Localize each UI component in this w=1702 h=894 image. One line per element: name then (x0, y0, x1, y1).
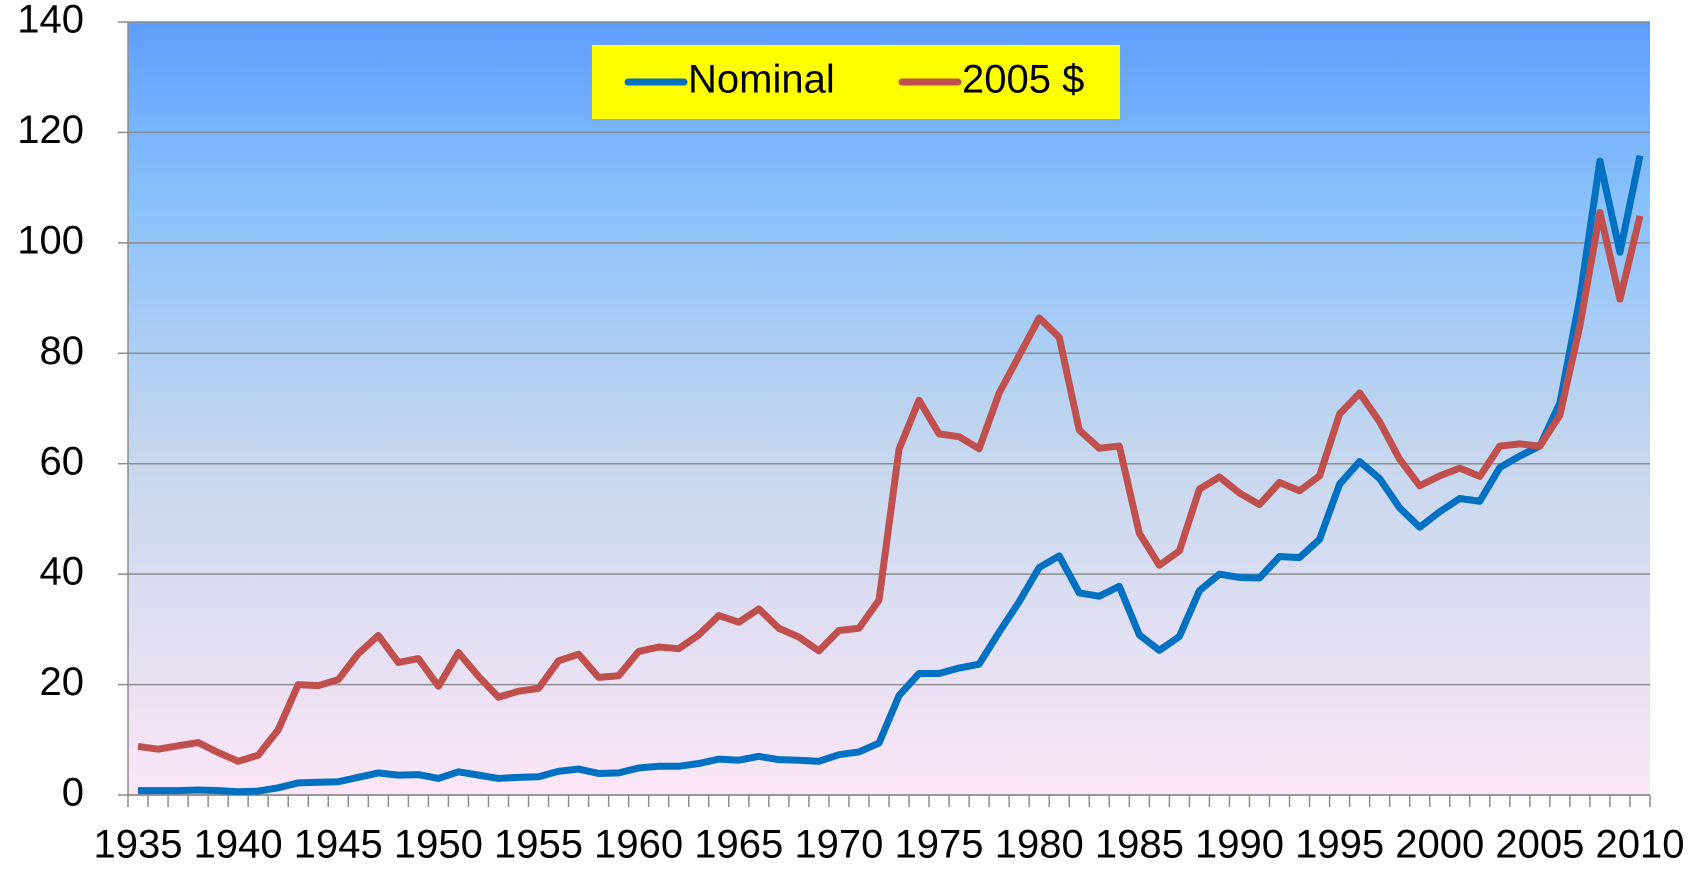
x-tick-label: 2000 (1395, 823, 1484, 867)
x-tick-label: 1950 (394, 823, 483, 867)
x-tick-label: 1975 (895, 823, 984, 867)
x-tick-label: 1970 (794, 823, 883, 867)
y-tick-label: 0 (62, 771, 84, 815)
y-tick-label: 60 (40, 439, 85, 483)
x-tick-label: 1985 (1095, 823, 1184, 867)
x-tick-label: 1940 (194, 823, 283, 867)
x-tick-label: 1945 (294, 823, 383, 867)
plot-area (128, 22, 1650, 795)
x-tick-label: 1960 (594, 823, 683, 867)
y-tick-label: 100 (17, 218, 84, 262)
x-tick-label: 1935 (94, 823, 183, 867)
y-tick-label: 80 (40, 329, 85, 373)
line-series (138, 154, 1644, 796)
x-tick-label: 1955 (494, 823, 583, 867)
x-tick-label: 2010 (1595, 823, 1684, 867)
legend-label: 2005 $ (962, 58, 1084, 102)
x-tick-label: 2005 (1495, 823, 1584, 867)
y-tick-label: 120 (17, 108, 84, 152)
y-tick-label: 140 (17, 0, 84, 42)
x-tick-label: 1965 (694, 823, 783, 867)
x-tick-label: 1995 (1295, 823, 1384, 867)
x-tick-label: 1990 (1195, 823, 1284, 867)
y-tick-label: 40 (40, 550, 85, 594)
y-tick-label: 20 (40, 660, 85, 704)
line-series (137, 208, 1644, 765)
legend-label: Nominal (688, 58, 835, 102)
x-tick-label: 1980 (995, 823, 1084, 867)
